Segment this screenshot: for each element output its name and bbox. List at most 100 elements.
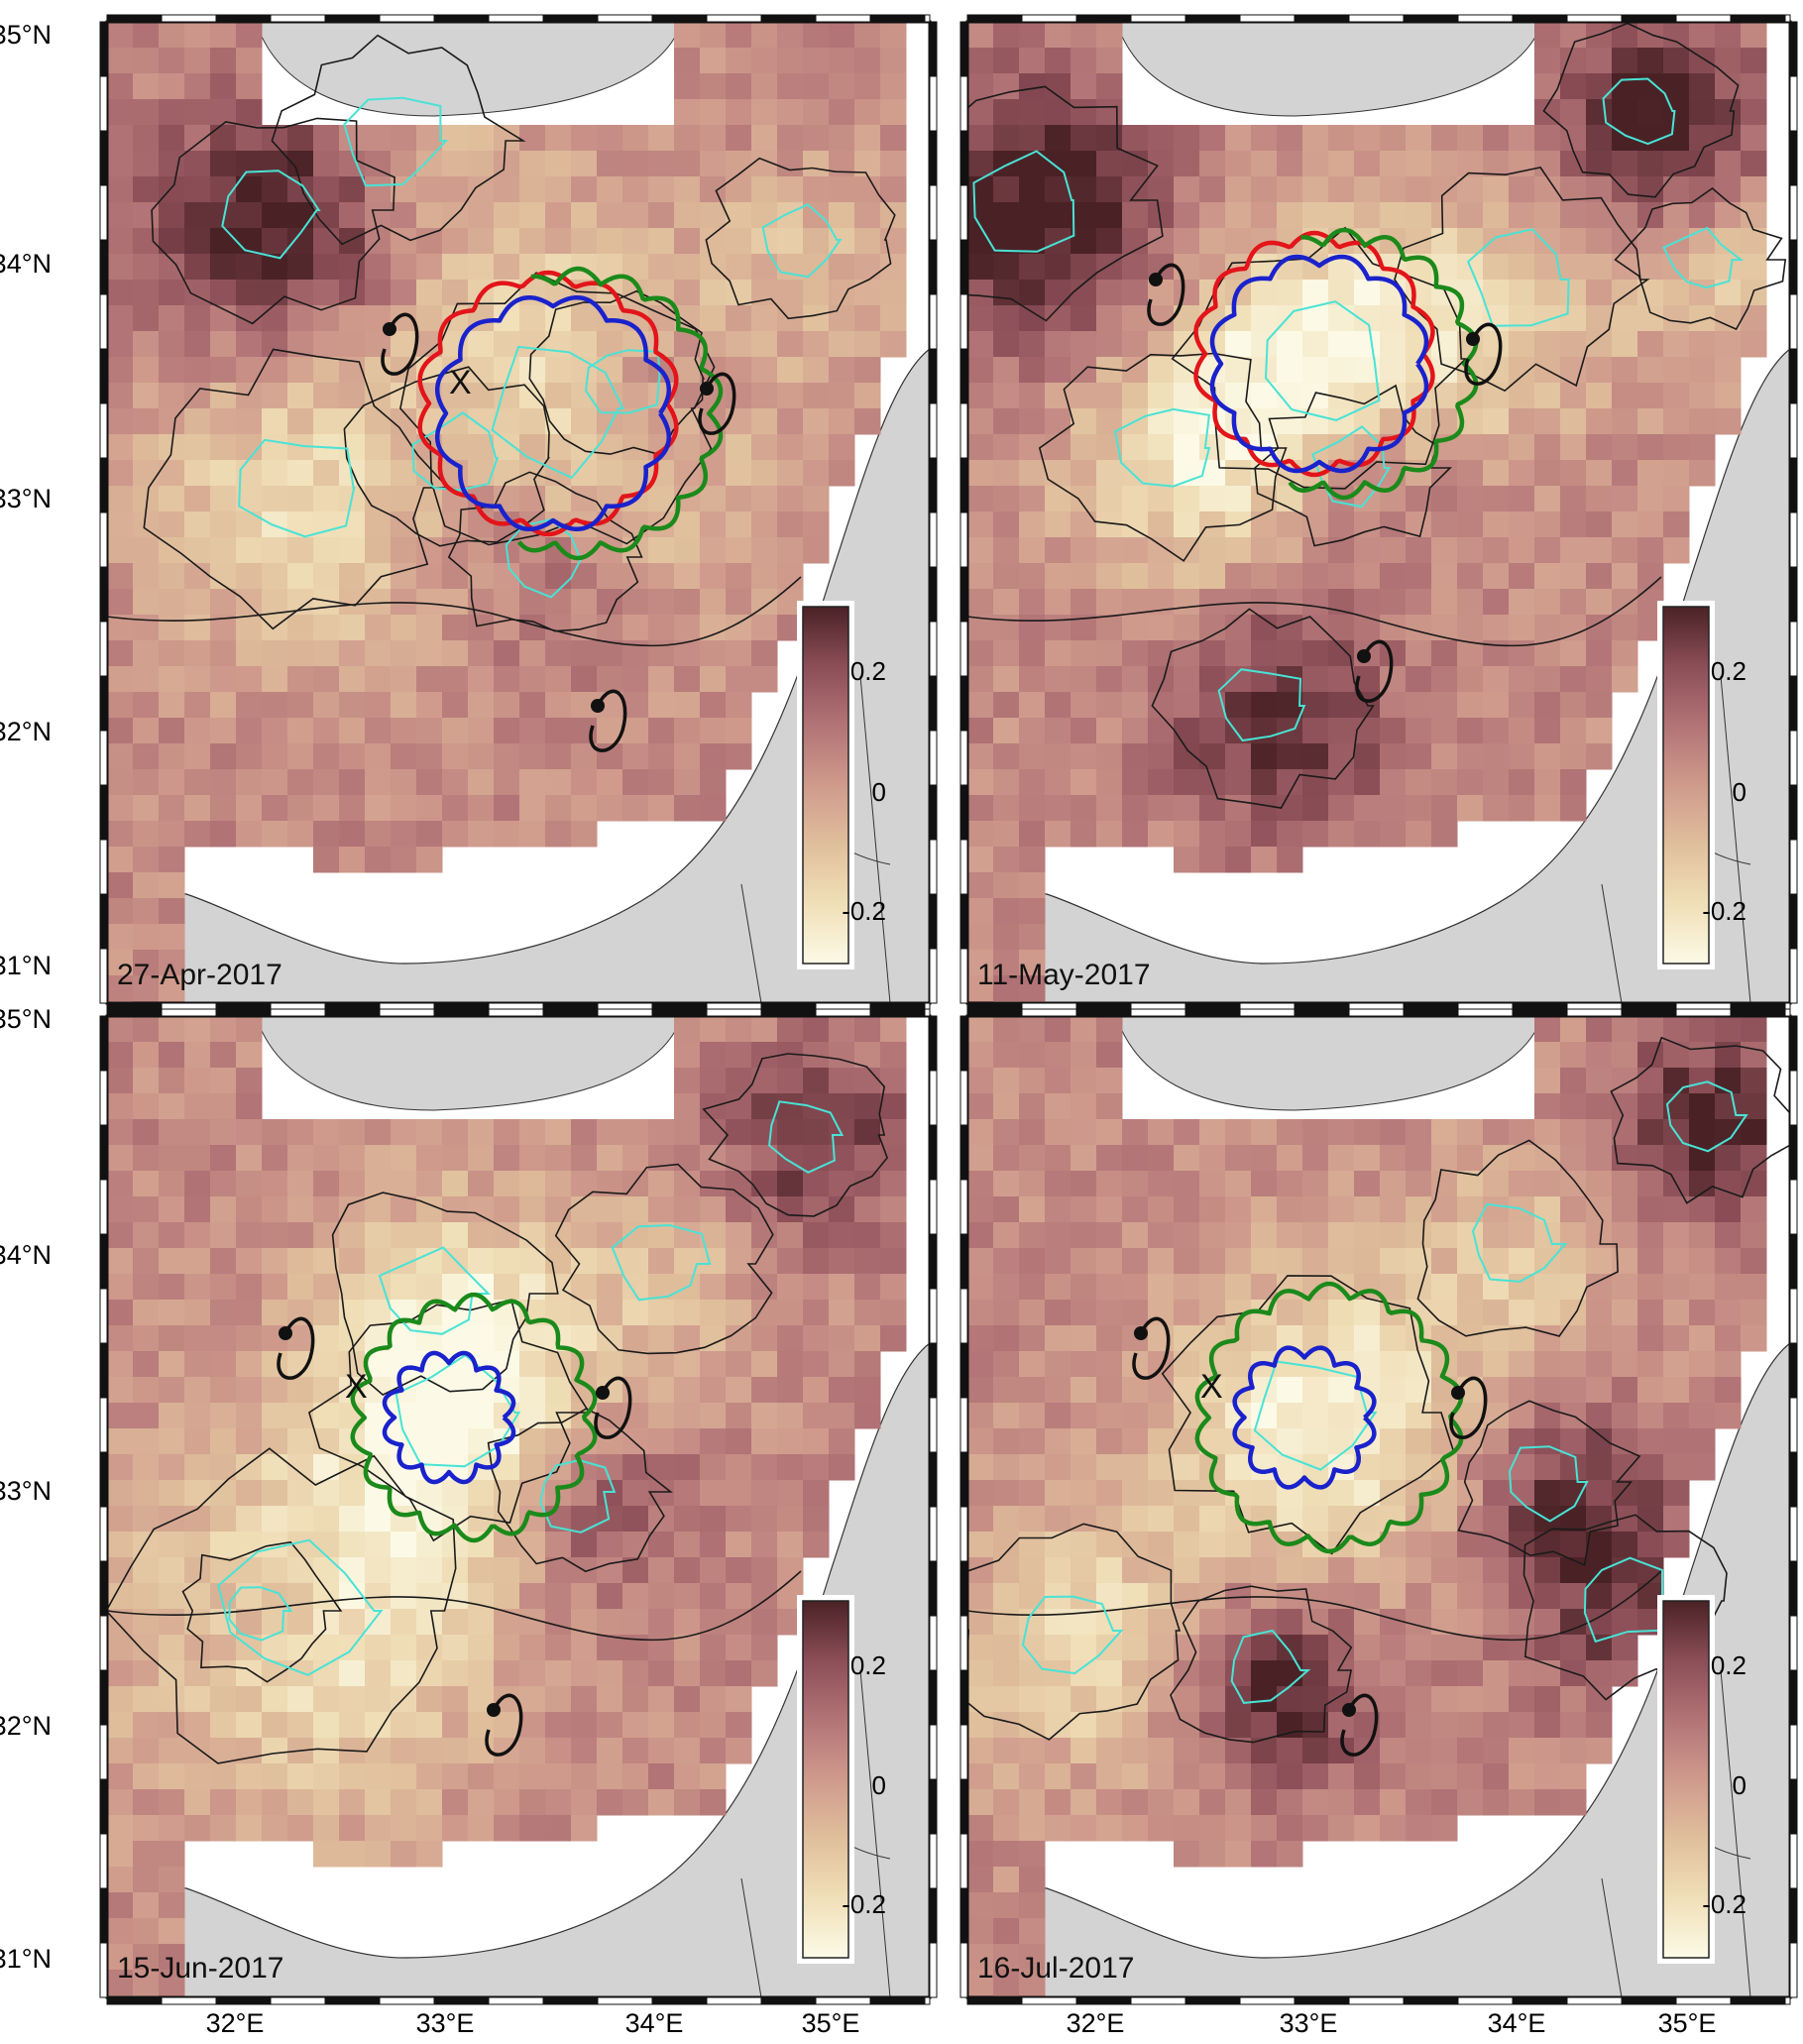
frame-tick — [760, 1996, 817, 2005]
frame-tick — [597, 14, 653, 23]
colorbar — [1662, 606, 1710, 965]
contour-line — [1583, 1556, 1674, 1644]
frame-tick — [270, 1008, 326, 1017]
frame-tick — [959, 21, 968, 77]
frame-tick — [1512, 1996, 1568, 2005]
frame-tick — [379, 1996, 435, 2005]
black-contours — [967, 22, 1787, 809]
frame-tick — [1789, 1887, 1798, 1944]
frame-tick — [929, 566, 938, 623]
contour-line — [1311, 425, 1392, 509]
frame-tick — [929, 1397, 938, 1453]
frame-tick — [959, 1233, 968, 1290]
frame-tick — [99, 784, 108, 841]
panel-date-27-apr: 27-Apr-2017 — [117, 959, 282, 991]
frame-tick — [929, 1506, 938, 1562]
frame-tick — [597, 1996, 653, 2005]
drifter-tracks — [277, 1316, 632, 1757]
colorbar-tick-0-c: 0 — [872, 1770, 886, 1800]
map-content: X — [107, 22, 930, 1003]
frame-tick — [1130, 14, 1186, 23]
frame-tick — [1075, 14, 1132, 23]
contour-line — [705, 157, 896, 320]
contour-line — [967, 576, 1662, 647]
frame-tick — [324, 1008, 381, 1017]
frame-tick — [379, 14, 435, 23]
colorbar-tick-02-d: 0.2 — [1711, 1650, 1747, 1680]
frame-tick — [959, 75, 968, 132]
frame-tick — [99, 1724, 108, 1780]
frame-tick — [1789, 730, 1798, 786]
lat-label-32-top: 32°N — [0, 717, 52, 746]
contour-line — [702, 1053, 889, 1217]
contour-line — [1170, 1585, 1353, 1744]
frame-tick — [651, 1008, 708, 1017]
frame-tick — [929, 75, 938, 132]
frame-tick — [433, 1008, 490, 1017]
frame-tick — [1730, 14, 1786, 23]
frame-tick — [99, 675, 108, 732]
drifter-end-dot — [591, 699, 605, 713]
frame-tick — [959, 675, 968, 732]
black-contours — [967, 1036, 1790, 1744]
contour-line — [768, 1100, 845, 1174]
panel-frame — [99, 1008, 938, 2005]
frame-tick — [488, 14, 544, 23]
frame-tick — [1239, 14, 1296, 23]
frame-tick — [959, 948, 968, 1004]
frame-tick — [99, 511, 108, 568]
drifter-end-dot — [1134, 1326, 1148, 1340]
frame-tick — [1184, 1008, 1241, 1017]
contour-line — [1665, 1080, 1748, 1153]
frame-tick — [959, 1506, 968, 1562]
frame-tick — [99, 1451, 108, 1508]
contour-line — [107, 1447, 457, 1764]
green-eddy-track — [350, 1292, 598, 1543]
frame-tick — [1294, 1008, 1350, 1017]
frame-tick — [760, 1008, 817, 1017]
frame-tick — [959, 1070, 968, 1126]
frame-tick — [99, 839, 108, 895]
frame-tick — [959, 1015, 968, 1072]
panel-date-11-may: 11-May-2017 — [977, 959, 1151, 991]
lon-label-34-left: 34°E — [625, 2008, 684, 2038]
contour-line — [1038, 352, 1288, 562]
frame-tick — [929, 839, 938, 895]
frame-tick — [929, 239, 938, 295]
eddy-tracks — [350, 1292, 598, 1543]
frame-tick — [929, 1015, 938, 1072]
colorbar-tick-0-b: 0 — [1733, 777, 1747, 807]
frame-tick — [929, 1724, 938, 1780]
contour-line — [1161, 1275, 1455, 1555]
drifter-path — [277, 1316, 315, 1380]
frame-tick — [1789, 621, 1798, 677]
frame-tick — [542, 1996, 599, 2005]
frame-tick — [929, 1615, 938, 1671]
frame-tick — [815, 14, 871, 23]
frame-tick — [99, 293, 108, 350]
drifter-end-dot — [279, 1326, 292, 1340]
frame-tick — [815, 1008, 871, 1017]
contour-line — [584, 349, 661, 414]
drifter-end-dot — [1342, 1703, 1356, 1717]
frame-tick — [959, 1451, 968, 1508]
cyprus-land — [1115, 1016, 1543, 1111]
frame-tick — [161, 1996, 217, 2005]
frame-tick — [1403, 1996, 1459, 2005]
frame-tick — [1621, 1996, 1677, 2005]
contour-line — [143, 348, 450, 630]
frame-tick — [542, 1008, 599, 1017]
drifter-end-dot — [1149, 273, 1163, 286]
lat-label-31-bottom: 31°N — [0, 1944, 52, 1974]
frame-tick — [1457, 1008, 1514, 1017]
levant-egypt-land — [107, 1342, 930, 1997]
frame-tick — [1789, 1179, 1798, 1235]
frame-tick — [959, 239, 968, 295]
contour-line — [491, 345, 625, 480]
lat-label-34-top: 34°N — [0, 249, 52, 279]
frame-tick — [929, 1451, 938, 1508]
frame-tick — [1675, 1996, 1732, 2005]
panel-date-15-jun: 15-Jun-2017 — [117, 1952, 283, 1985]
frame-tick — [1789, 21, 1798, 77]
frame-tick — [929, 948, 938, 1004]
